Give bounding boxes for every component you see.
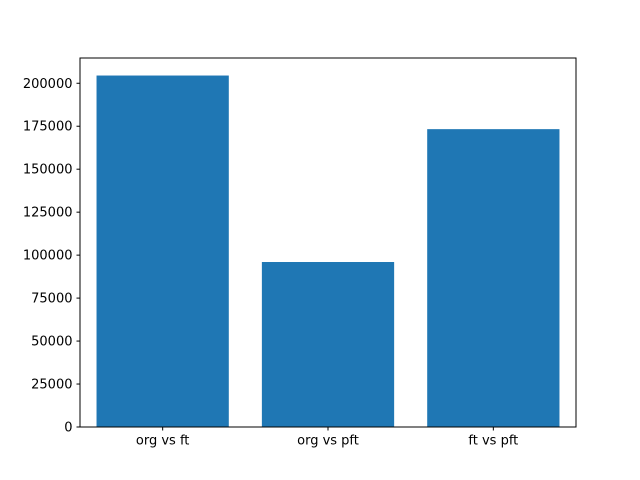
y-tick-label: 200000 — [23, 77, 73, 92]
y-tick-label: 50000 — [31, 335, 72, 350]
y-tick-label: 100000 — [23, 249, 73, 264]
y-tick-label: 25000 — [31, 378, 72, 393]
x-tick-label: org vs pft — [297, 434, 359, 449]
y-tick-label: 125000 — [23, 206, 73, 221]
y-tick-label: 150000 — [23, 163, 73, 178]
x-tick-label: org vs ft — [136, 434, 190, 449]
bar-org-vs-ft — [96, 75, 229, 427]
x-tick-label: ft vs pft — [468, 434, 518, 449]
y-tick-label: 75000 — [31, 292, 72, 307]
y-tick-label: 0 — [64, 421, 72, 436]
axes-frame — [79, 57, 577, 428]
y-tick-label: 175000 — [23, 120, 73, 135]
bar-org-vs-pft — [261, 262, 395, 427]
bar-ft-vs-pft — [427, 129, 560, 427]
